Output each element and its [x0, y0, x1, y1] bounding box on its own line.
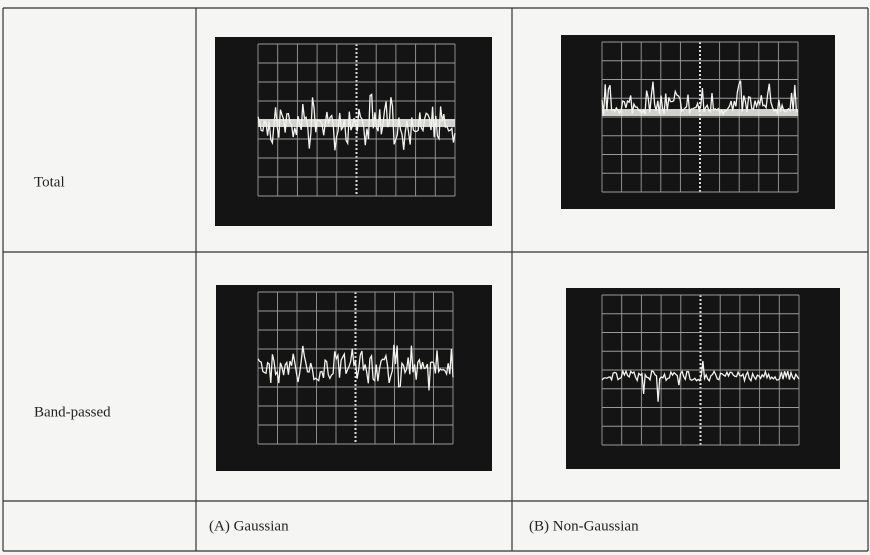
column-label: (B) Non-Gaussian: [529, 518, 639, 534]
scope-screen: [216, 285, 492, 471]
oscilloscope: [216, 285, 492, 471]
oscilloscope: [566, 288, 840, 469]
row-label: Total: [34, 174, 65, 190]
trace-band: [258, 119, 455, 127]
oscilloscope: [215, 37, 492, 226]
row-label: Band-passed: [34, 404, 111, 420]
trace-band: [602, 109, 798, 116]
column-label: (A) Gaussian: [209, 518, 289, 534]
scope-screen: [215, 37, 492, 226]
figure: Total Band-passed (A) Gaussian (B) Non-G…: [0, 0, 870, 555]
oscilloscope: [561, 35, 835, 209]
